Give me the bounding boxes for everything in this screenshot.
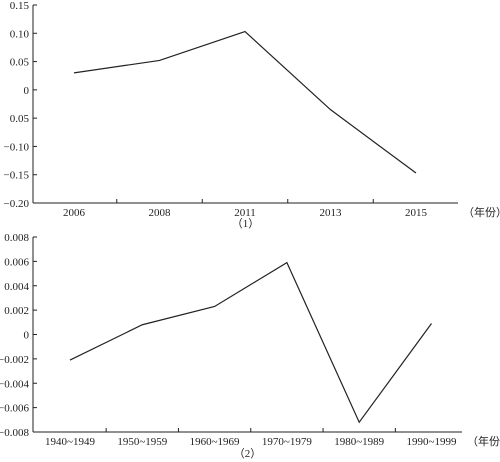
y-tick-label: 0.05 bbox=[10, 57, 30, 69]
x-tick-label: 1950~1959 bbox=[117, 436, 167, 448]
y-tick-label: 0.10 bbox=[10, 28, 30, 40]
y-tick-label: −0.15 bbox=[4, 170, 30, 182]
chart-2: 0.008 0.006 0.004 0.002 0 −0.002 −0.004 −0.006 −… bbox=[0, 232, 500, 460]
y-tick-label: −0.004 bbox=[0, 378, 29, 390]
x-tick-label: 1980~1989 bbox=[334, 436, 384, 448]
chart-caption: （2） bbox=[234, 447, 262, 460]
x-axis-unit: （年份） bbox=[467, 434, 500, 448]
x-tick-label: 2008 bbox=[149, 207, 172, 219]
x-tick-label: 2011 bbox=[234, 207, 256, 219]
series-line bbox=[73, 30, 417, 174]
x-tick-label: 1940~1949 bbox=[45, 436, 95, 448]
x-tick-label: 1990~1999 bbox=[407, 436, 457, 448]
y-tick-label: 0.15 bbox=[10, 0, 30, 12]
y-tick-label: 0.006 bbox=[4, 256, 29, 268]
series-line bbox=[69, 261, 432, 424]
y-tick-label: 0.004 bbox=[4, 281, 29, 293]
y-tick-label: 0.002 bbox=[4, 305, 29, 317]
chart-1: 0.15 0.10 0.05 0 0.05 −0.10 −0.15 −0.20 2006 2008… bbox=[4, 0, 500, 230]
x-axis-unit: （年份） bbox=[463, 205, 500, 219]
x-tick-label: 2015 bbox=[405, 207, 428, 219]
y-tick-label: 0.05 bbox=[10, 113, 30, 125]
y-tick-label: −0.008 bbox=[0, 427, 29, 439]
y-tick-label: −0.006 bbox=[0, 403, 29, 415]
x-tick-label: 1970~1979 bbox=[262, 436, 312, 448]
chart-caption: （1） bbox=[232, 217, 260, 230]
x-tick-label: 1960~1969 bbox=[190, 436, 240, 448]
y-tick-label: −0.10 bbox=[4, 141, 30, 153]
y-tick-label: −0.20 bbox=[4, 198, 30, 210]
y-tick-label: −0.002 bbox=[0, 354, 29, 366]
x-tick-label: 2006 bbox=[63, 207, 86, 219]
y-tick-label: 0.008 bbox=[4, 232, 29, 244]
x-tick-label: 2013 bbox=[320, 207, 343, 219]
y-tick-label: 0 bbox=[24, 85, 30, 97]
y-tick-label: 0 bbox=[24, 330, 30, 342]
